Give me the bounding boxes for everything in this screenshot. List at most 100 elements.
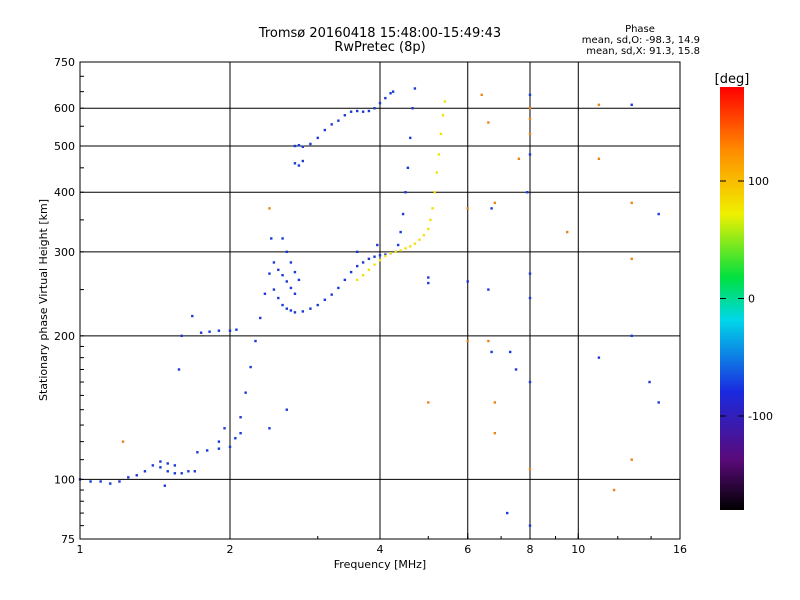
data-point	[285, 280, 288, 283]
data-point	[281, 273, 284, 277]
data-point	[289, 261, 293, 264]
data-point	[528, 153, 532, 156]
x-axis-label: Frequency [MHz]	[334, 558, 426, 571]
data-point	[373, 255, 376, 258]
data-point	[289, 309, 293, 312]
data-point	[443, 100, 447, 103]
data-point	[597, 356, 601, 359]
data-point	[487, 339, 490, 343]
data-point	[493, 431, 497, 435]
data-point	[159, 466, 162, 469]
data-point	[127, 476, 130, 479]
colorbar-tick-label: -100	[748, 410, 773, 423]
data-point	[309, 307, 312, 310]
data-point	[487, 121, 490, 124]
colorbar-tick-label: 100	[748, 175, 769, 188]
data-point	[429, 218, 432, 222]
y-axis-label: Stationary phase Virtual Height [km]	[37, 199, 50, 401]
data-point	[565, 230, 569, 234]
data-point	[235, 328, 238, 331]
data-point	[657, 401, 660, 404]
data-point	[657, 212, 660, 216]
data-point	[526, 191, 529, 194]
data-point	[409, 245, 412, 248]
data-point	[223, 427, 226, 430]
data-point	[293, 144, 297, 148]
data-point	[466, 207, 469, 210]
data-point	[394, 250, 397, 254]
y-tick-label: 400	[54, 186, 75, 199]
data-point	[196, 451, 199, 454]
data-point	[493, 401, 497, 404]
data-point	[293, 292, 297, 295]
data-point	[301, 159, 305, 163]
data-point	[177, 368, 181, 371]
data-point	[173, 464, 177, 467]
data-point	[630, 103, 633, 106]
data-point	[343, 278, 347, 282]
data-point	[281, 237, 284, 240]
data-point	[180, 334, 183, 338]
data-point	[378, 254, 382, 257]
data-point	[180, 472, 183, 475]
data-point	[427, 227, 430, 231]
data-point	[270, 237, 273, 240]
data-point	[99, 480, 102, 483]
data-point	[384, 253, 387, 256]
data-point	[356, 250, 359, 254]
data-point	[268, 272, 271, 275]
data-point	[193, 470, 197, 473]
data-point	[268, 207, 271, 210]
data-point	[301, 310, 305, 313]
data-point	[433, 191, 436, 194]
data-point	[528, 117, 532, 121]
data-point	[285, 307, 288, 310]
data-point	[391, 90, 395, 93]
data-point	[191, 314, 194, 318]
data-point	[648, 380, 651, 384]
data-point	[187, 470, 190, 473]
data-point	[330, 293, 333, 296]
data-point	[389, 92, 392, 95]
data-point	[378, 101, 382, 105]
data-point	[427, 276, 430, 279]
data-point	[361, 110, 365, 113]
data-point	[427, 281, 430, 285]
y-tick-label: 300	[54, 246, 75, 259]
data-point	[337, 286, 340, 290]
data-point	[239, 416, 242, 419]
data-point	[316, 136, 319, 140]
data-point	[630, 201, 633, 205]
data-point	[399, 249, 402, 252]
y-tick-label: 200	[54, 330, 75, 343]
data-point	[367, 268, 371, 272]
y-tick-label: 75	[61, 533, 75, 546]
data-point	[411, 107, 414, 110]
data-point	[418, 238, 421, 241]
data-point	[528, 296, 532, 300]
grid-lines	[80, 62, 680, 539]
x-tick-label: 1	[77, 543, 84, 556]
data-point	[281, 303, 284, 307]
data-point	[367, 109, 371, 113]
phase-stats-heading: Phase	[625, 24, 655, 35]
data-points	[78, 87, 660, 527]
data-point	[506, 511, 509, 515]
data-point	[431, 207, 434, 210]
y-tick-label: 100	[54, 473, 75, 486]
x-tick-label: 6	[464, 543, 471, 556]
data-point	[259, 316, 262, 320]
data-point	[439, 132, 443, 136]
data-point	[356, 109, 359, 113]
data-point	[630, 334, 633, 338]
data-point	[199, 331, 203, 334]
data-point	[349, 110, 353, 113]
data-point	[166, 470, 169, 473]
y-tick-label: 500	[54, 140, 75, 153]
data-point	[435, 171, 438, 174]
data-point	[249, 365, 252, 369]
data-point	[109, 482, 112, 485]
data-point	[517, 157, 521, 161]
data-point	[612, 488, 616, 492]
